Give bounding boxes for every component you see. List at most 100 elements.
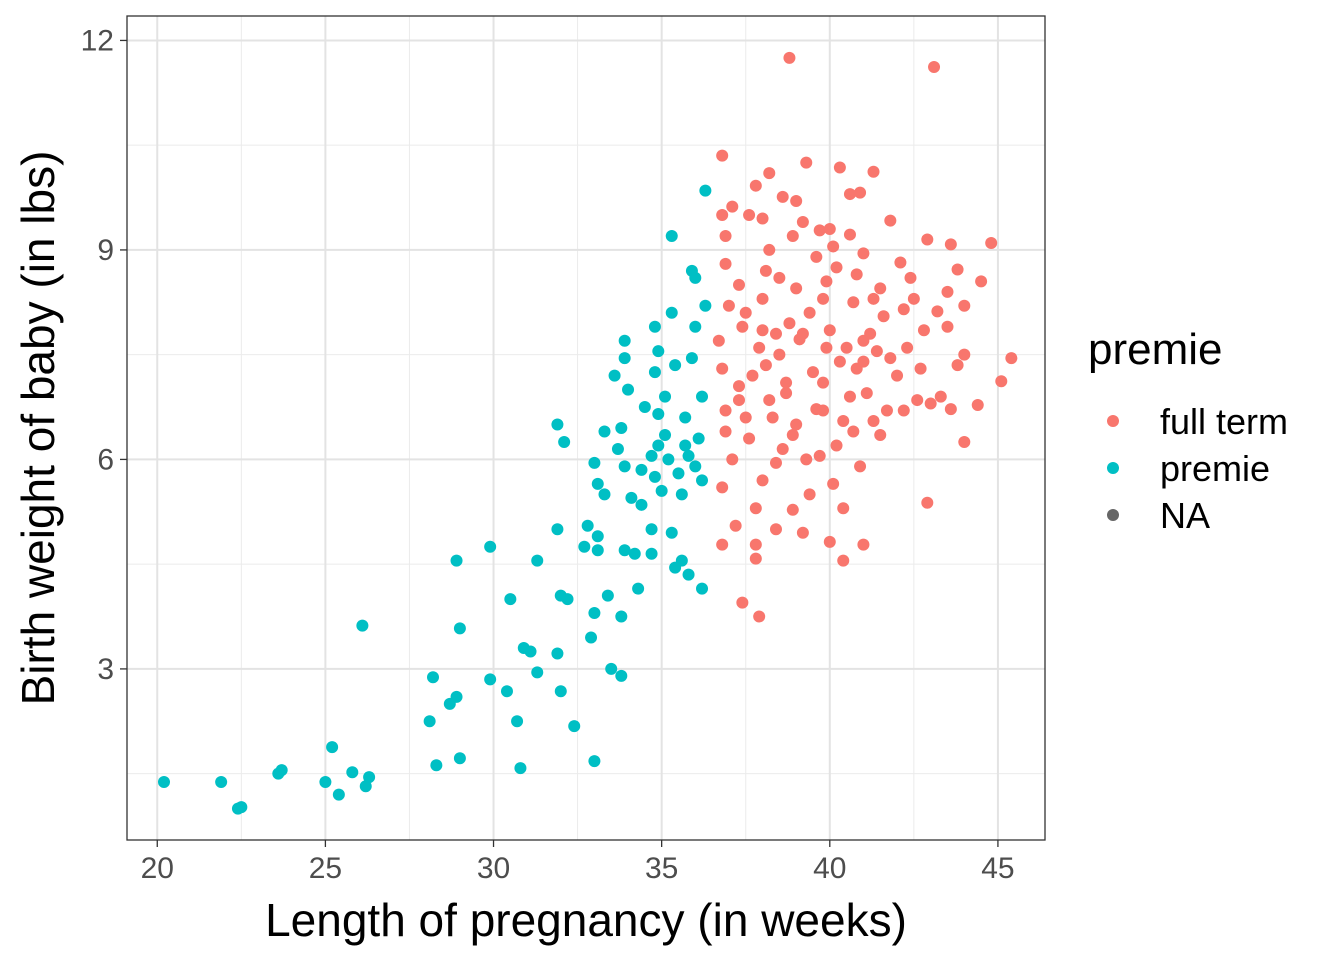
point-full-term <box>800 156 813 169</box>
point-premie <box>511 715 524 728</box>
point-premie <box>588 607 601 620</box>
point-full-term <box>823 535 836 548</box>
point-full-term <box>769 327 782 340</box>
point-premie <box>615 610 628 623</box>
point-full-term <box>843 188 856 201</box>
legend-title: premie <box>1088 325 1223 374</box>
point-premie <box>679 439 692 452</box>
point-full-term <box>746 369 759 382</box>
point-full-term <box>850 268 863 281</box>
point-premie <box>551 647 564 660</box>
point-premie <box>689 460 702 473</box>
point-premie <box>319 776 332 789</box>
point-full-term <box>733 394 745 407</box>
point-premie <box>423 715 436 728</box>
point-premie <box>608 369 621 382</box>
point-full-term <box>736 320 749 333</box>
legend-label-full-term: full term <box>1160 401 1288 442</box>
point-premie <box>652 345 665 358</box>
point-full-term <box>773 271 786 284</box>
point-full-term <box>817 292 830 305</box>
point-premie <box>665 306 678 319</box>
point-full-term <box>1005 352 1018 365</box>
point-full-term <box>820 275 833 288</box>
x-tick-label: 20 <box>141 852 174 885</box>
point-premie <box>504 593 517 606</box>
point-full-term <box>860 387 873 400</box>
point-premie <box>682 568 695 581</box>
point-full-term <box>739 306 752 319</box>
point-full-term <box>830 261 843 274</box>
point-full-term <box>823 222 836 235</box>
point-full-term <box>716 362 729 375</box>
point-premie <box>531 666 544 679</box>
point-full-term <box>796 216 809 228</box>
point-premie <box>514 762 527 775</box>
point-premie <box>665 229 678 242</box>
point-premie <box>605 662 618 675</box>
point-full-term <box>813 449 826 462</box>
point-full-term <box>780 376 793 389</box>
point-premie <box>632 582 645 595</box>
legend-label-na: NA <box>1160 495 1210 536</box>
point-premie <box>591 477 604 490</box>
point-full-term <box>786 428 799 441</box>
point-full-term <box>716 149 729 162</box>
point-premie <box>675 488 688 501</box>
point-premie <box>622 383 635 396</box>
point-premie <box>326 741 339 754</box>
point-full-term <box>874 428 887 441</box>
point-full-term <box>756 474 769 487</box>
point-premie <box>635 463 648 476</box>
point-full-term <box>924 397 937 410</box>
point-premie <box>554 685 567 698</box>
point-full-term <box>840 341 853 354</box>
point-premie <box>618 544 631 557</box>
point-premie <box>645 449 658 462</box>
point-full-term <box>894 256 907 269</box>
point-full-term <box>726 453 739 466</box>
point-full-term <box>796 327 809 340</box>
point-full-term <box>759 264 772 277</box>
y-tick-label: 3 <box>97 653 114 686</box>
point-full-term <box>749 552 762 565</box>
point-full-term <box>729 519 742 532</box>
legend-key-premie <box>1107 462 1119 474</box>
point-premie <box>662 453 675 466</box>
point-full-term <box>790 282 803 295</box>
point-full-term <box>769 456 782 469</box>
point-premie <box>625 491 638 504</box>
point-premie <box>689 271 702 284</box>
point-premie <box>669 359 682 372</box>
point-premie <box>669 561 682 574</box>
point-premie <box>588 456 601 469</box>
point-premie <box>450 690 463 703</box>
point-premie <box>645 523 658 536</box>
point-full-term <box>786 503 799 516</box>
point-premie <box>524 645 537 658</box>
point-full-term <box>733 278 745 291</box>
point-premie <box>157 776 170 789</box>
point-full-term <box>837 554 850 567</box>
point-full-term <box>726 200 739 213</box>
point-full-term <box>911 394 924 407</box>
point-full-term <box>759 359 772 372</box>
point-full-term <box>749 502 762 515</box>
point-full-term <box>897 404 910 417</box>
point-premie <box>638 401 651 414</box>
plot-border <box>126 15 1046 841</box>
point-premie <box>696 474 709 487</box>
point-premie <box>659 428 672 441</box>
point-full-term <box>874 282 887 295</box>
point-full-term <box>796 526 809 539</box>
point-premie <box>561 593 574 606</box>
point-full-term <box>830 439 843 452</box>
point-full-term <box>817 376 830 389</box>
point-full-term <box>854 460 867 473</box>
point-full-term <box>837 415 850 428</box>
x-axis-title: Length of pregnancy (in weeks) <box>265 894 907 946</box>
point-full-term <box>763 167 776 180</box>
point-full-term <box>803 488 816 501</box>
y-tick-label: 12 <box>81 24 114 57</box>
point-premie <box>689 320 702 333</box>
